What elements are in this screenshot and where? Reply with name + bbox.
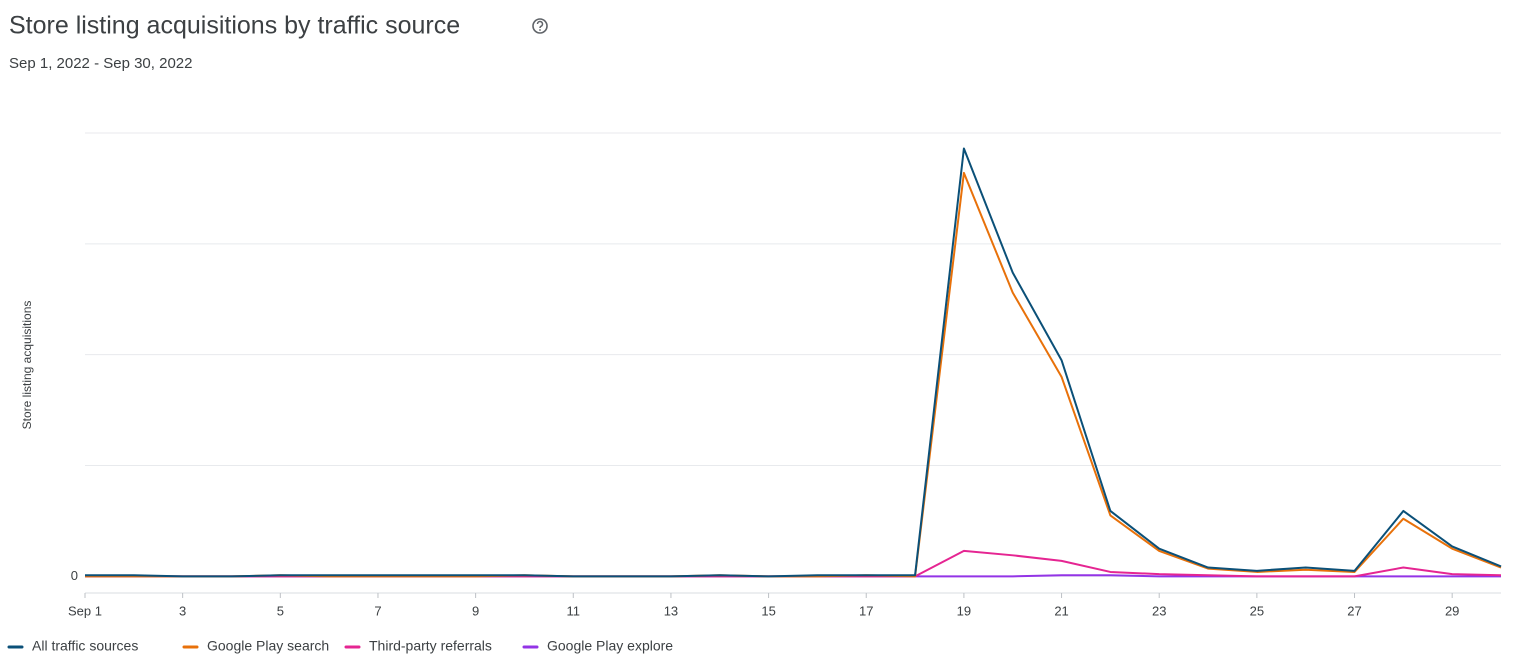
help-icon[interactable] [532, 18, 548, 34]
x-tick-label: 19 [957, 603, 971, 618]
x-tick-label: 11 [567, 603, 581, 618]
legend-label: Third-party referrals [369, 638, 492, 654]
x-tick-label: 21 [1054, 603, 1068, 618]
x-tick-label: 23 [1152, 603, 1166, 618]
legend-label: All traffic sources [32, 638, 138, 654]
series-line [85, 147, 1502, 578]
x-tick-label: 17 [859, 603, 873, 618]
x-tick-label: 25 [1250, 603, 1264, 618]
series-line [85, 171, 1502, 578]
y-tick-label: 0 [71, 568, 78, 583]
x-tick-label: 13 [664, 603, 678, 618]
x-tick-label: 9 [472, 603, 479, 618]
x-tick-label: 5 [277, 603, 284, 618]
x-tick-label: Sep 1 [68, 603, 102, 618]
y-axis-label: Store listing acquisitions [20, 301, 34, 430]
x-tick-label: 29 [1445, 603, 1459, 618]
x-tick-label: 7 [374, 603, 381, 618]
chart-subtitle: Sep 1, 2022 - Sep 30, 2022 [9, 55, 192, 72]
chart-title: Store listing acquisitions by traffic so… [9, 12, 460, 40]
legend-label: Google Play explore [547, 638, 673, 654]
x-tick-label: 15 [761, 603, 775, 618]
x-tick-label: 3 [179, 603, 186, 618]
legend-label: Google Play search [207, 638, 329, 654]
series-line [85, 549, 1502, 578]
x-tick-label: 27 [1347, 603, 1361, 618]
